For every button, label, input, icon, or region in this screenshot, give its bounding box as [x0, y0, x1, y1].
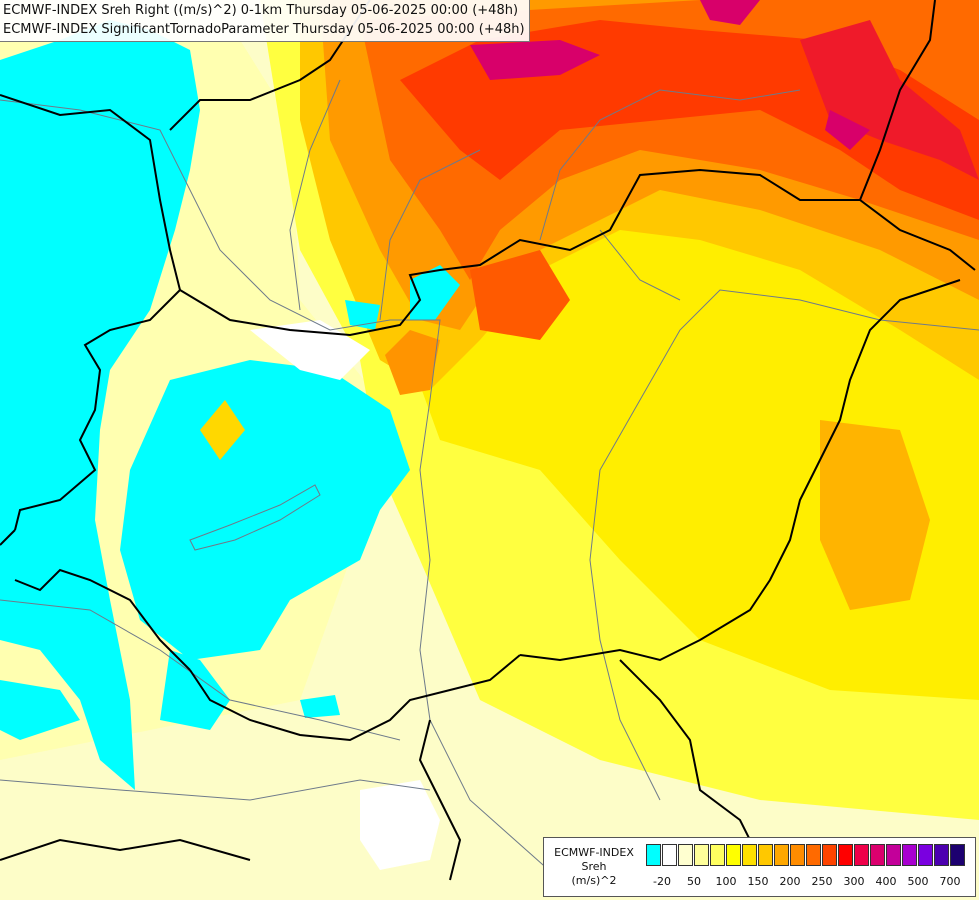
- legend-swatch: [678, 844, 693, 866]
- legend-tick-label: -20: [653, 875, 671, 888]
- river-drava: [0, 599, 401, 741]
- shade-cyan-west: [0, 20, 200, 790]
- legend-model: ECMWF-INDEX: [554, 846, 634, 859]
- border-south: [418, 719, 462, 881]
- river-hron: [379, 149, 481, 321]
- shade-cyan-patches: [0, 650, 230, 740]
- border-north: [0, 94, 181, 291]
- shade-magenta: [470, 0, 870, 150]
- legend-swatch: [694, 844, 709, 866]
- border-austria-hungary: [14, 289, 181, 531]
- shade-cyan-central: [120, 360, 410, 660]
- legend-swatch: [710, 844, 725, 866]
- legend-swatch: [774, 844, 789, 866]
- legend-swatch: [790, 844, 805, 866]
- legend-swatch: [758, 844, 773, 866]
- legend-tick-label: 200: [779, 875, 801, 888]
- legend-swatch: [854, 844, 869, 866]
- shade-dark-orange-south: [470, 250, 570, 340]
- legend-swatch: [838, 844, 853, 866]
- legend-unit: (m/s)^2: [571, 874, 617, 887]
- legend-swatch: [742, 844, 757, 866]
- legend-tick-label: 250: [811, 875, 833, 888]
- legend-swatch: [934, 844, 949, 866]
- river-tisza: [589, 289, 979, 801]
- border-croatia-hungary: [14, 568, 191, 671]
- border-hungary-romania: [519, 279, 961, 662]
- shade-orange-patch: [385, 330, 440, 395]
- border-ukraine: [859, 0, 936, 201]
- legend-tick-label: 400: [875, 875, 897, 888]
- border-slovenia: [0, 529, 16, 546]
- legend-tick-label: 700: [939, 875, 961, 888]
- lake-balaton: [189, 484, 321, 551]
- legend-swatch: [950, 844, 965, 866]
- legend-label: ECMWF-INDEX Sreh (m/s)^2: [548, 846, 640, 888]
- river-north: [539, 89, 801, 241]
- legend-swatch: [662, 844, 677, 866]
- border-slovakia-hungary: [179, 168, 976, 337]
- title-line-stp: ECMWF-INDEX SignificantTornadoParameter …: [3, 22, 525, 37]
- legend-swatch: [726, 844, 741, 866]
- shade-orange-east: [820, 420, 930, 610]
- country-borders: [0, 0, 976, 881]
- shade-white-south: [360, 780, 440, 870]
- legend-ticks: -20 50 100 150 200 250 300 400 500 700: [646, 875, 976, 889]
- river-sava: [0, 779, 431, 801]
- shade-crimson: [800, 20, 979, 180]
- border-serbia-romania: [619, 659, 761, 861]
- legend-swatch: [822, 844, 837, 866]
- legend-tick-label: 150: [747, 875, 769, 888]
- legend-swatch: [918, 844, 933, 866]
- legend-swatch: [806, 844, 821, 866]
- map-title-box: ECMWF-INDEX Sreh Right ((m/s)^2) 0-1km T…: [0, 0, 530, 42]
- legend-swatch: [646, 844, 661, 866]
- color-legend: ECMWF-INDEX Sreh (m/s)^2 -20 50 100 150 200 2…: [543, 837, 976, 897]
- legend-tick-label: 50: [687, 875, 701, 888]
- legend-swatches: [646, 844, 966, 866]
- legend-parameter: Sreh: [581, 860, 607, 873]
- border-hungary-serbia: [189, 654, 521, 742]
- legend-tick-label: 300: [843, 875, 865, 888]
- border-bosnia: [0, 838, 251, 861]
- legend-tick-label: 500: [907, 875, 929, 888]
- title-line-sreh: ECMWF-INDEX Sreh Right ((m/s)^2) 0-1km T…: [3, 3, 519, 18]
- legend-tick-label: 100: [715, 875, 737, 888]
- legend-swatch: [870, 844, 885, 866]
- legend-swatch: [902, 844, 917, 866]
- river-vah: [289, 79, 341, 311]
- legend-swatch: [886, 844, 901, 866]
- river-sajo: [599, 229, 681, 301]
- shade-gold-island: [200, 400, 245, 460]
